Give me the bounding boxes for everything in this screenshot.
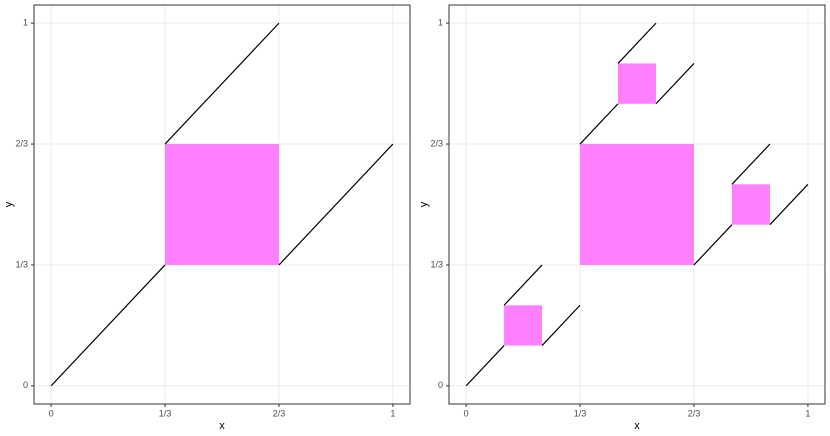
line-segment xyxy=(693,224,733,266)
filled-square xyxy=(731,184,770,225)
y-tick-label: 2/3 xyxy=(15,138,28,148)
x-axis-title: x xyxy=(634,420,640,432)
line-segment xyxy=(579,103,619,145)
line-segment xyxy=(50,264,166,387)
panel-border xyxy=(33,4,411,405)
x-tick-label: 2/3 xyxy=(688,408,701,418)
x-tick-label: 1/3 xyxy=(574,408,587,418)
y-tick-label: 1 xyxy=(438,18,443,28)
filled-square xyxy=(618,63,656,104)
x-tick-label: 1 xyxy=(390,408,395,418)
y-tick-label: 0 xyxy=(438,380,443,390)
line-segment xyxy=(731,143,771,185)
line-segment xyxy=(503,264,543,306)
x-tick-label: 2/3 xyxy=(273,408,286,418)
filled-square xyxy=(580,144,694,265)
line-segment xyxy=(655,63,695,105)
line-segment xyxy=(541,304,581,346)
x-tick-label: 1 xyxy=(805,408,810,418)
x-tick-label: 1/3 xyxy=(159,408,172,418)
line-segment xyxy=(278,143,394,266)
line-segment xyxy=(617,22,657,64)
filled-square xyxy=(165,144,279,265)
x-axis-title: x xyxy=(219,420,225,432)
y-axis-title: y xyxy=(418,201,430,207)
y-tick-label: 2/3 xyxy=(430,138,443,148)
line-segment xyxy=(465,345,505,387)
y-tick-label: 1 xyxy=(23,18,28,28)
x-tick-label: 0 xyxy=(464,408,469,418)
panel-border xyxy=(448,4,826,405)
line-segment xyxy=(769,183,809,226)
y-tick-label: 1/3 xyxy=(430,259,443,269)
y-tick-label: 1/3 xyxy=(15,259,28,269)
x-tick-label: 0 xyxy=(49,408,54,418)
filled-square xyxy=(504,305,543,346)
y-axis-title: y xyxy=(3,201,15,207)
line-segment xyxy=(164,22,280,145)
y-tick-label: 0 xyxy=(23,380,28,390)
